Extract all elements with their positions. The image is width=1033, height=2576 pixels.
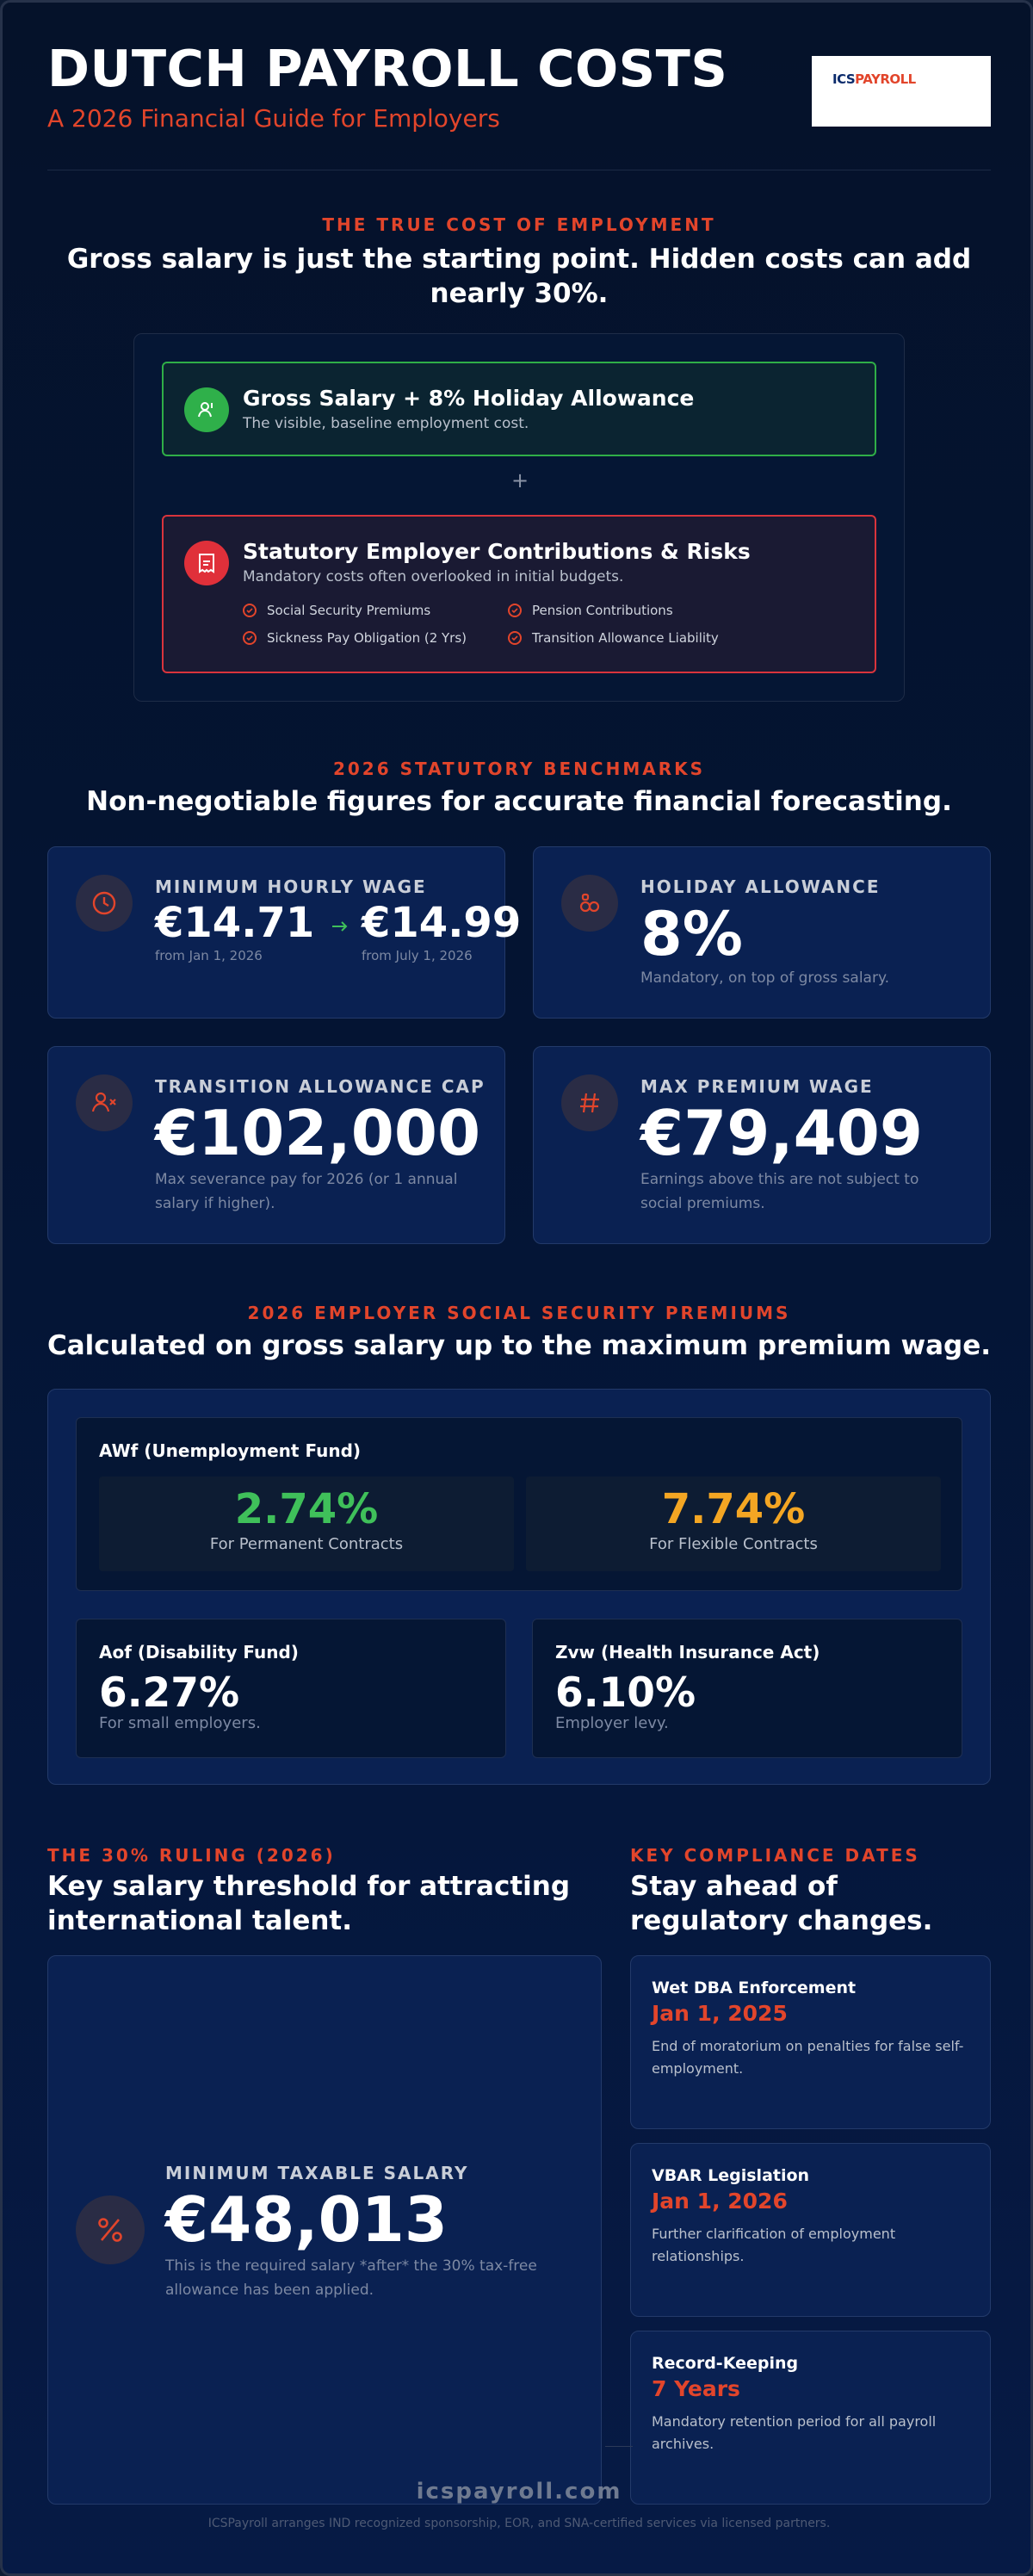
true-cost-heading: Gross salary is just the starting point.… [3,242,1030,311]
max-premium-card: MAX PREMIUM WAGE €79,409 Earnings above … [533,1046,991,1244]
page-subtitle: A 2026 Financial Guide for Employers [47,104,500,133]
statutory-desc: Mandatory costs often overlooked in init… [243,568,624,585]
holiday-label: HOLIDAY ALLOWANCE [640,876,881,897]
premiums-kicker: 2026 EMPLOYER SOCIAL SECURITY PREMIUMS [247,1303,791,1323]
aof-box: Aof (Disability Fund) 6.27% For small em… [76,1619,506,1758]
max-premium-label: MAX PREMIUM WAGE [640,1076,874,1097]
premiums-panel: AWf (Unemployment Fund) 2.74% For Perman… [47,1389,991,1785]
date-card: Wet DBA Enforcement Jan 1, 2025 End of m… [630,1955,991,2129]
dates-heading: Stay ahead of regulatory changes. [630,1871,933,1936]
gross-salary-card: Gross Salary + 8% Holiday Allowance The … [162,362,876,456]
date-title: Wet DBA Enforcement [652,1978,857,1997]
benchmarks-kicker: 2026 STATUTORY BENCHMARKS [332,759,706,779]
max-premium-note: Earnings above this are not subject to s… [640,1171,919,1212]
true-cost-heading-line2: nearly 30%. [430,278,609,309]
risk-item: Social Security Premiums [243,603,430,618]
zvw-value: 6.10% [555,1669,696,1717]
awf-permanent-label: For Permanent Contracts [209,1535,404,1553]
link-icon [561,875,618,932]
cost-breakdown-panel: Gross Salary + 8% Holiday Allowance The … [133,333,905,702]
true-cost-heading-line1: Gross salary is just the starting point.… [66,244,972,275]
footer-divider [605,2446,633,2447]
benchmarks-heading: Non-negotiable figures for accurate fina… [86,786,952,817]
date-value: Jan 1, 2025 [652,2001,788,2026]
ruling-kicker: THE 30% RULING (2026) [47,1845,336,1866]
date-desc: Mandatory retention period for all payro… [652,2413,937,2452]
statutory-title: Statutory Employer Contributions & Risks [243,539,751,564]
true-cost-kicker: THE TRUE COST OF EMPLOYMENT [322,214,716,235]
ruling-label: MINIMUM TAXABLE SALARY [165,2163,469,2183]
logo-ics-text: ICS [832,71,856,87]
zvw-desc: Employer levy. [555,1714,669,1732]
date-card: Record-Keeping 7 Years Mandatory retenti… [630,2331,991,2505]
risk-item: Sickness Pay Obligation (2 Yrs) [243,630,467,646]
min-wage-jan-value: €14.71 [155,899,315,947]
ruling-value: €48,013 [165,2183,448,2256]
gross-salary-title: Gross Salary + 8% Holiday Allowance [243,386,695,411]
min-wage-jul-value: €14.99 [362,899,522,947]
date-value: 7 Years [652,2376,740,2401]
ruling-card: MINIMUM TAXABLE SALARY €48,013 This is t… [47,1955,602,2505]
risk-item: Transition Allowance Liability [508,630,719,646]
aof-title: Aof (Disability Fund) [99,1642,299,1663]
holiday-note: Mandatory, on top of gross salary. [640,969,889,987]
plus-sign: + [510,468,529,492]
zvw-title: Zvw (Health Insurance Act) [555,1642,820,1663]
min-wage-label: MINIMUM HOURLY WAGE [155,876,427,897]
dates-kicker: KEY COMPLIANCE DATES [630,1845,920,1866]
transition-card: TRANSITION ALLOWANCE CAP €102,000 Max se… [47,1046,505,1244]
premiums-heading: Calculated on gross salary up to the max… [46,1330,992,1361]
user-x-icon [76,1074,133,1131]
person-money-icon [184,387,229,432]
awf-box: AWf (Unemployment Fund) 2.74% For Perman… [76,1417,962,1591]
ruling-note: This is the required salary *after* the … [165,2257,537,2299]
risk-item: Pension Contributions [508,603,673,618]
holiday-card: HOLIDAY ALLOWANCE 8% Mandatory, on top o… [533,846,991,1019]
date-card: VBAR Legislation Jan 1, 2026 Further cla… [630,2143,991,2317]
aof-desc: For small employers. [99,1714,261,1732]
awf-flexible: 7.74% For Flexible Contracts [526,1477,941,1571]
percent-icon [76,2195,145,2264]
awf-title: AWf (Unemployment Fund) [99,1440,362,1461]
page-title: DUTCH PAYROLL COSTS [47,39,728,98]
awf-permanent-value: 2.74% [234,1485,379,1533]
min-wage-jan-note: from Jan 1, 2026 [155,948,263,963]
max-premium-value: €79,409 [640,1097,923,1169]
statutory-card: Statutory Employer Contributions & Risks… [162,515,876,673]
hash-icon [561,1074,618,1131]
transition-value: €102,000 [155,1097,481,1169]
arrow-right-icon [331,920,349,936]
footer-site-link[interactable]: icspayroll.com [416,2479,622,2505]
footer-disclaimer: ICSPayroll arranges IND recognized spons… [207,2517,831,2530]
awf-permanent: 2.74% For Permanent Contracts [99,1477,514,1571]
logo-payroll-text: PAYROLL [855,71,916,87]
check-circle-icon [243,604,257,617]
holiday-value: 8% [640,899,743,969]
receipt-icon [184,541,229,585]
check-circle-icon [508,604,522,617]
clock-icon [76,875,133,932]
gross-salary-desc: The visible, baseline employment cost. [243,415,529,432]
date-title: VBAR Legislation [652,2166,810,2185]
min-wage-card: MINIMUM HOURLY WAGE €14.71 from Jan 1, 2… [47,846,521,1019]
zvw-box: Zvw (Health Insurance Act) 6.10% Employe… [532,1619,962,1758]
transition-label: TRANSITION ALLOWANCE CAP [155,1076,486,1097]
date-desc: Further clarification of employment rela… [652,2226,896,2264]
min-wage-jul-note: from July 1, 2026 [362,948,473,963]
date-desc: End of moratorium on penalties for false… [652,2038,964,2077]
ruling-heading: Key salary threshold for attracting inte… [47,1871,571,1936]
aof-value: 6.27% [99,1669,240,1717]
date-title: Record-Keeping [652,2354,799,2373]
awf-flexible-label: For Flexible Contracts [649,1535,818,1553]
transition-note: Max severance pay for 2026 (or 1 annual … [155,1171,458,1212]
date-value: Jan 1, 2026 [652,2189,788,2214]
awf-flexible-value: 7.74% [661,1485,806,1533]
check-circle-icon [243,631,257,645]
check-circle-icon [508,631,522,645]
company-logo: ICSPAYROLL [812,56,991,127]
